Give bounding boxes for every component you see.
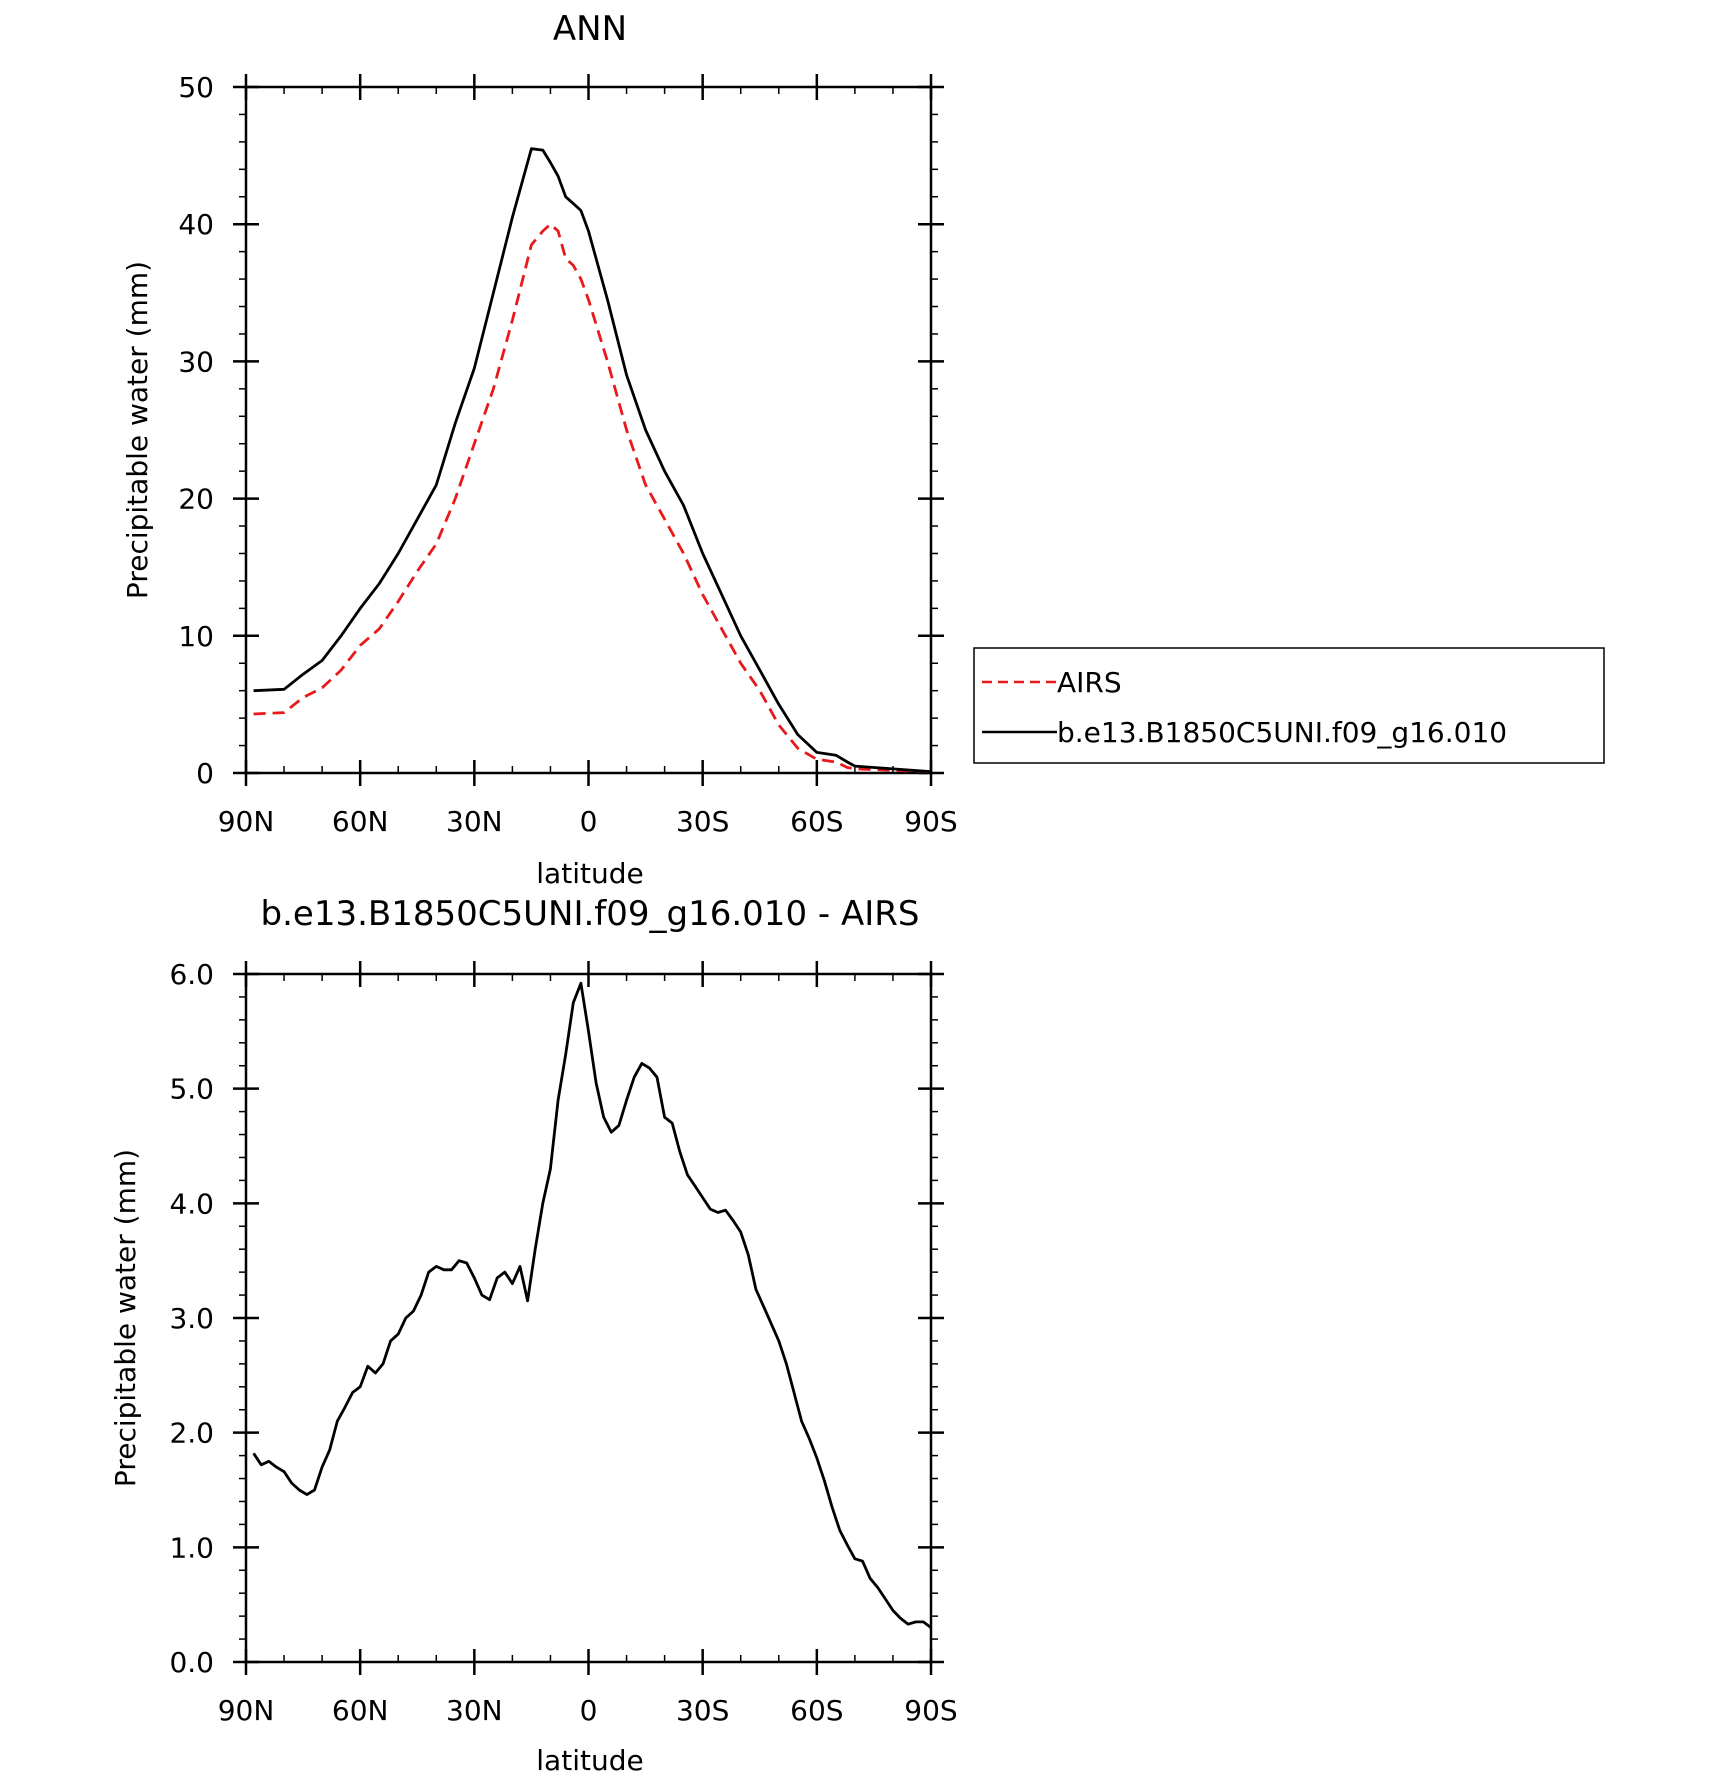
y-tick-label: 2.0 — [169, 1417, 214, 1450]
y-tick-label: 0.0 — [169, 1646, 214, 1679]
y-tick-label: 30 — [178, 345, 214, 378]
bottom-plot-ticks: 90N 60N 30N 0 30S 60S 90S 0.0 1.0 2.0 3.0 4.0 5.0 6.0 — [169, 958, 957, 1727]
legend-airs-label: AIRS — [1057, 666, 1122, 699]
top-series-line-1 — [253, 147, 932, 773]
top-plot-frame — [244, 85, 933, 775]
x-tick-label: 90N — [218, 805, 275, 838]
x-tick-label: 90S — [904, 805, 957, 838]
top-plot-xlabel: latitude — [536, 857, 643, 890]
bottom-plot-series — [252, 981, 932, 1629]
bottom-plot-title: b.e13.B1850C5UNI.f09_g16.010 - AIRS — [261, 894, 920, 934]
x-tick-label: 60S — [790, 805, 843, 838]
x-tick-label: 30N — [446, 805, 503, 838]
y-tick-label: 10 — [178, 620, 214, 653]
bottom-plot: b.e13.B1850C5UNI.f09_g16.010 - AIRS 90N 6… — [109, 894, 958, 1777]
x-tick-label: 60N — [332, 805, 389, 838]
y-tick-label: 3.0 — [169, 1302, 214, 1335]
legend-box — [973, 647, 1605, 764]
top-plot-ticks: 90N 60N 30N 0 30S 60S 90S 0 10 20 30 40 50 — [178, 71, 957, 838]
bottom-plot-frame — [244, 972, 933, 1664]
y-tick-label: 5.0 — [169, 1073, 214, 1106]
x-tick-label: 0 — [580, 1694, 598, 1727]
top-plot-title: ANN — [553, 9, 627, 49]
bottom-series-line-0 — [252, 981, 932, 1629]
x-tick-label: 30N — [446, 1694, 503, 1727]
y-tick-label: 20 — [178, 483, 214, 516]
bottom-plot-ylabel: Precipitable water (mm) — [109, 1149, 142, 1487]
top-series-line-0 — [253, 222, 932, 773]
top-plot-ylabel: Precipitable water (mm) — [121, 261, 154, 599]
legend-model-label: b.e13.B1850C5UNI.f09_g16.010 — [1057, 716, 1507, 749]
y-tick-label: 0 — [196, 757, 214, 790]
top-plot-series — [253, 147, 932, 773]
x-tick-label: 60S — [790, 1694, 843, 1727]
top-plot: ANN 90N 60N 30N 0 30S 60S 90S 0 10 20 30 40 50 latit… — [121, 9, 1605, 890]
x-tick-label: 0 — [580, 805, 598, 838]
legend: AIRS b.e13.B1850C5UNI.f09_g16.010 — [973, 647, 1605, 764]
y-tick-label: 40 — [178, 208, 214, 241]
y-tick-label: 50 — [178, 71, 214, 104]
y-tick-label: 4.0 — [169, 1187, 214, 1220]
bottom-plot-xlabel: latitude — [536, 1744, 643, 1777]
x-tick-label: 90S — [904, 1694, 957, 1727]
x-tick-label: 30S — [676, 1694, 729, 1727]
x-tick-label: 90N — [218, 1694, 275, 1727]
y-tick-label: 6.0 — [169, 958, 214, 991]
y-tick-label: 1.0 — [169, 1531, 214, 1564]
x-tick-label: 60N — [332, 1694, 389, 1727]
x-tick-label: 30S — [676, 805, 729, 838]
